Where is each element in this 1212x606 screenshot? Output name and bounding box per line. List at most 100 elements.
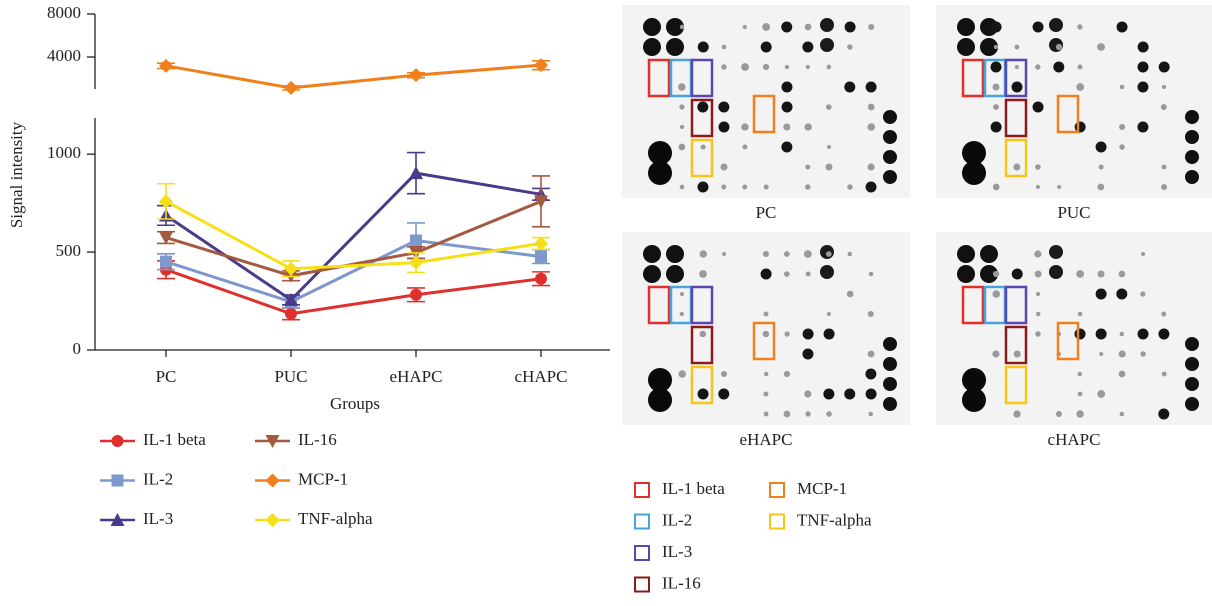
blot-spot: [847, 44, 852, 49]
blot-spot: [1098, 270, 1105, 277]
legend-label: IL-2: [662, 510, 692, 529]
blot-spot: [1033, 102, 1044, 113]
blot-spot: [1119, 271, 1126, 278]
blot-spot: [806, 65, 810, 69]
blot-spot: [1033, 22, 1044, 33]
blot-spot: [957, 245, 975, 263]
blot-spot: [1120, 412, 1125, 417]
series: [157, 58, 550, 95]
blot-label: eHAPC: [740, 430, 793, 449]
blot-spot: [1120, 332, 1124, 336]
blot-spot: [762, 23, 770, 31]
blot-spot: [1158, 329, 1169, 340]
blot-spot: [868, 412, 873, 417]
blot-spot: [827, 312, 831, 316]
legend-label: IL-1 beta: [662, 479, 725, 498]
blot-spot: [698, 389, 709, 400]
marker: [159, 59, 173, 73]
blot-spot: [806, 272, 811, 277]
blot-spot: [868, 104, 875, 111]
blot-spot: [1078, 312, 1083, 317]
blot-spot: [993, 104, 999, 110]
blot-spot: [957, 18, 975, 36]
blot-spot: [1015, 65, 1019, 69]
blot-image: [936, 5, 1212, 198]
blot-spot: [1076, 83, 1084, 91]
y2-tick-label: 4000: [47, 46, 81, 65]
blot-spot: [1077, 24, 1082, 29]
x-tick-label: eHAPC: [390, 367, 443, 386]
blot-spot: [764, 184, 769, 189]
blot-spot: [1049, 265, 1063, 279]
blot-spot: [763, 64, 769, 70]
blot-spot: [1119, 144, 1125, 150]
blot-spot: [826, 251, 832, 257]
blot-spot: [1161, 184, 1167, 190]
blot-spot: [847, 291, 854, 298]
blot-spot: [680, 25, 684, 29]
blot-spot: [666, 265, 684, 283]
blot-spot: [980, 245, 998, 263]
legend-label: TNF-alpha: [797, 510, 872, 529]
legend-label: IL-3: [662, 542, 692, 561]
blot-spot: [804, 123, 811, 130]
marker: [284, 81, 298, 95]
blot-spot: [1158, 409, 1169, 420]
blot-spot: [962, 161, 986, 185]
blot-spot: [820, 265, 834, 279]
blot-spot: [722, 252, 726, 256]
blot-spot: [1119, 124, 1125, 130]
y-tick-label: 500: [56, 241, 82, 260]
x-axis-label: Groups: [330, 394, 380, 413]
blot-spot: [699, 270, 707, 278]
legend-label: IL-3: [143, 509, 173, 528]
y2-tick-label: 8000: [47, 3, 81, 22]
blot-spot: [1014, 350, 1021, 357]
blot-spot: [743, 25, 747, 29]
blot-spot: [718, 102, 729, 113]
blot-spot: [1035, 271, 1042, 278]
blot-spot: [962, 388, 986, 412]
y-axis-label: Signal intensity: [7, 121, 26, 228]
blot-spot: [666, 245, 684, 263]
blot-spot: [1097, 390, 1105, 398]
blot-spot: [805, 411, 810, 416]
legend-box: [770, 515, 784, 529]
blot-spot: [784, 371, 790, 377]
blot-spot: [827, 145, 831, 149]
blot-spot: [1185, 377, 1199, 391]
blot-spot: [1185, 150, 1199, 164]
blot-spot: [993, 184, 1000, 191]
blot-spot: [805, 164, 810, 169]
blot-spot: [1013, 164, 1020, 171]
blot-spot: [784, 251, 790, 257]
blot-spot: [994, 45, 998, 49]
blot-spot: [1096, 142, 1107, 153]
legend-label: IL-2: [143, 469, 173, 488]
blot-spot: [1185, 397, 1199, 411]
blot-spot: [957, 38, 975, 56]
blot-spot: [1185, 357, 1199, 371]
blot-spot: [763, 331, 769, 337]
blot-spot: [1078, 392, 1083, 397]
blot-spot: [1014, 45, 1019, 50]
blot-spot: [764, 392, 769, 397]
blot-spot: [680, 312, 684, 316]
blot-spot: [678, 370, 685, 377]
blot-spot: [1035, 64, 1040, 69]
blot-spot: [805, 24, 812, 31]
blot-spot: [781, 82, 792, 93]
blot-spot: [823, 389, 834, 400]
y-tick-label: 0: [73, 339, 82, 358]
marker: [266, 474, 280, 488]
blot-spot: [761, 42, 772, 53]
blot-spot: [1137, 122, 1148, 133]
blot-spot: [742, 184, 747, 189]
blot-spot: [1119, 371, 1126, 378]
blot-spot: [992, 83, 999, 90]
blot-spot: [820, 18, 834, 32]
blot-spot: [679, 104, 684, 109]
marker: [285, 308, 297, 320]
blot-spot: [763, 311, 768, 316]
blot-spot: [782, 102, 793, 113]
